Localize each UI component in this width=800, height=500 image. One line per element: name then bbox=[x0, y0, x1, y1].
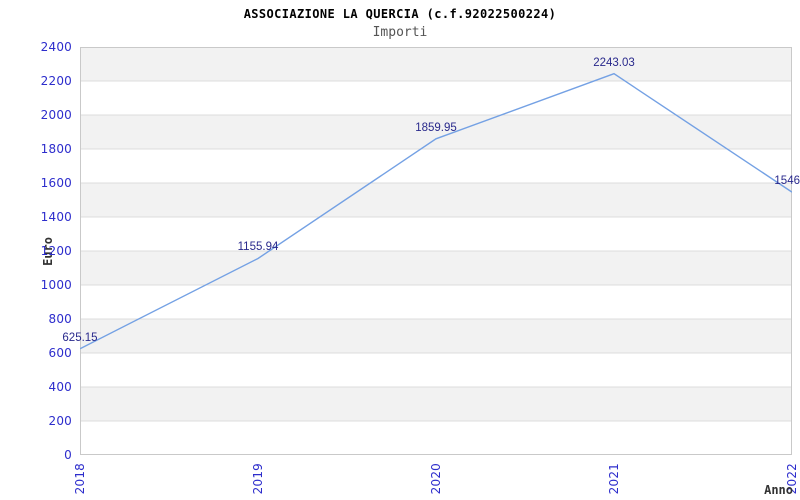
y-tick-label: 2400 bbox=[40, 40, 72, 54]
grid-band bbox=[80, 115, 792, 149]
y-tick-label: 200 bbox=[48, 414, 72, 428]
chart-subtitle: Importi bbox=[372, 25, 428, 40]
y-tick-label: 2000 bbox=[40, 108, 72, 122]
x-axis-title: Anno bbox=[764, 483, 793, 497]
x-tick-label: 2020 bbox=[429, 463, 443, 495]
y-tick-label: 2200 bbox=[40, 74, 72, 88]
y-tick-label: 400 bbox=[48, 380, 72, 394]
series-line bbox=[80, 72, 792, 350]
x-tick-label: 2021 bbox=[607, 463, 621, 495]
grid-band bbox=[80, 251, 792, 285]
grid-band bbox=[80, 183, 792, 217]
y-tick-label: 800 bbox=[48, 312, 72, 326]
line-chart-svg bbox=[80, 47, 792, 455]
x-tick-label: 2018 bbox=[73, 463, 87, 495]
chart-title: ASSOCIAZIONE LA QUERCIA (c.f.92022500224… bbox=[243, 7, 557, 21]
grid-band bbox=[80, 387, 792, 421]
grid-band bbox=[80, 47, 792, 81]
y-tick-label: 1800 bbox=[40, 142, 72, 156]
y-tick-label: 1000 bbox=[40, 278, 72, 292]
y-tick-label: 1200 bbox=[40, 244, 72, 258]
y-axis-tick-labels: 0 200 400 600 800 1000 1200 1400 1600 1800 2000 220… bbox=[0, 40, 72, 462]
x-axis-tick-labels: 2018 2019 2020 2021 2022 bbox=[73, 463, 799, 499]
grid-band bbox=[80, 319, 792, 353]
y-tick-label: 1400 bbox=[40, 210, 72, 224]
y-tick-label: 1600 bbox=[40, 176, 72, 190]
plot-border bbox=[80, 47, 792, 455]
y-tick-label: 600 bbox=[48, 346, 72, 360]
x-tick-label: 2019 bbox=[251, 463, 265, 495]
y-tick-label: 0 bbox=[64, 448, 72, 462]
